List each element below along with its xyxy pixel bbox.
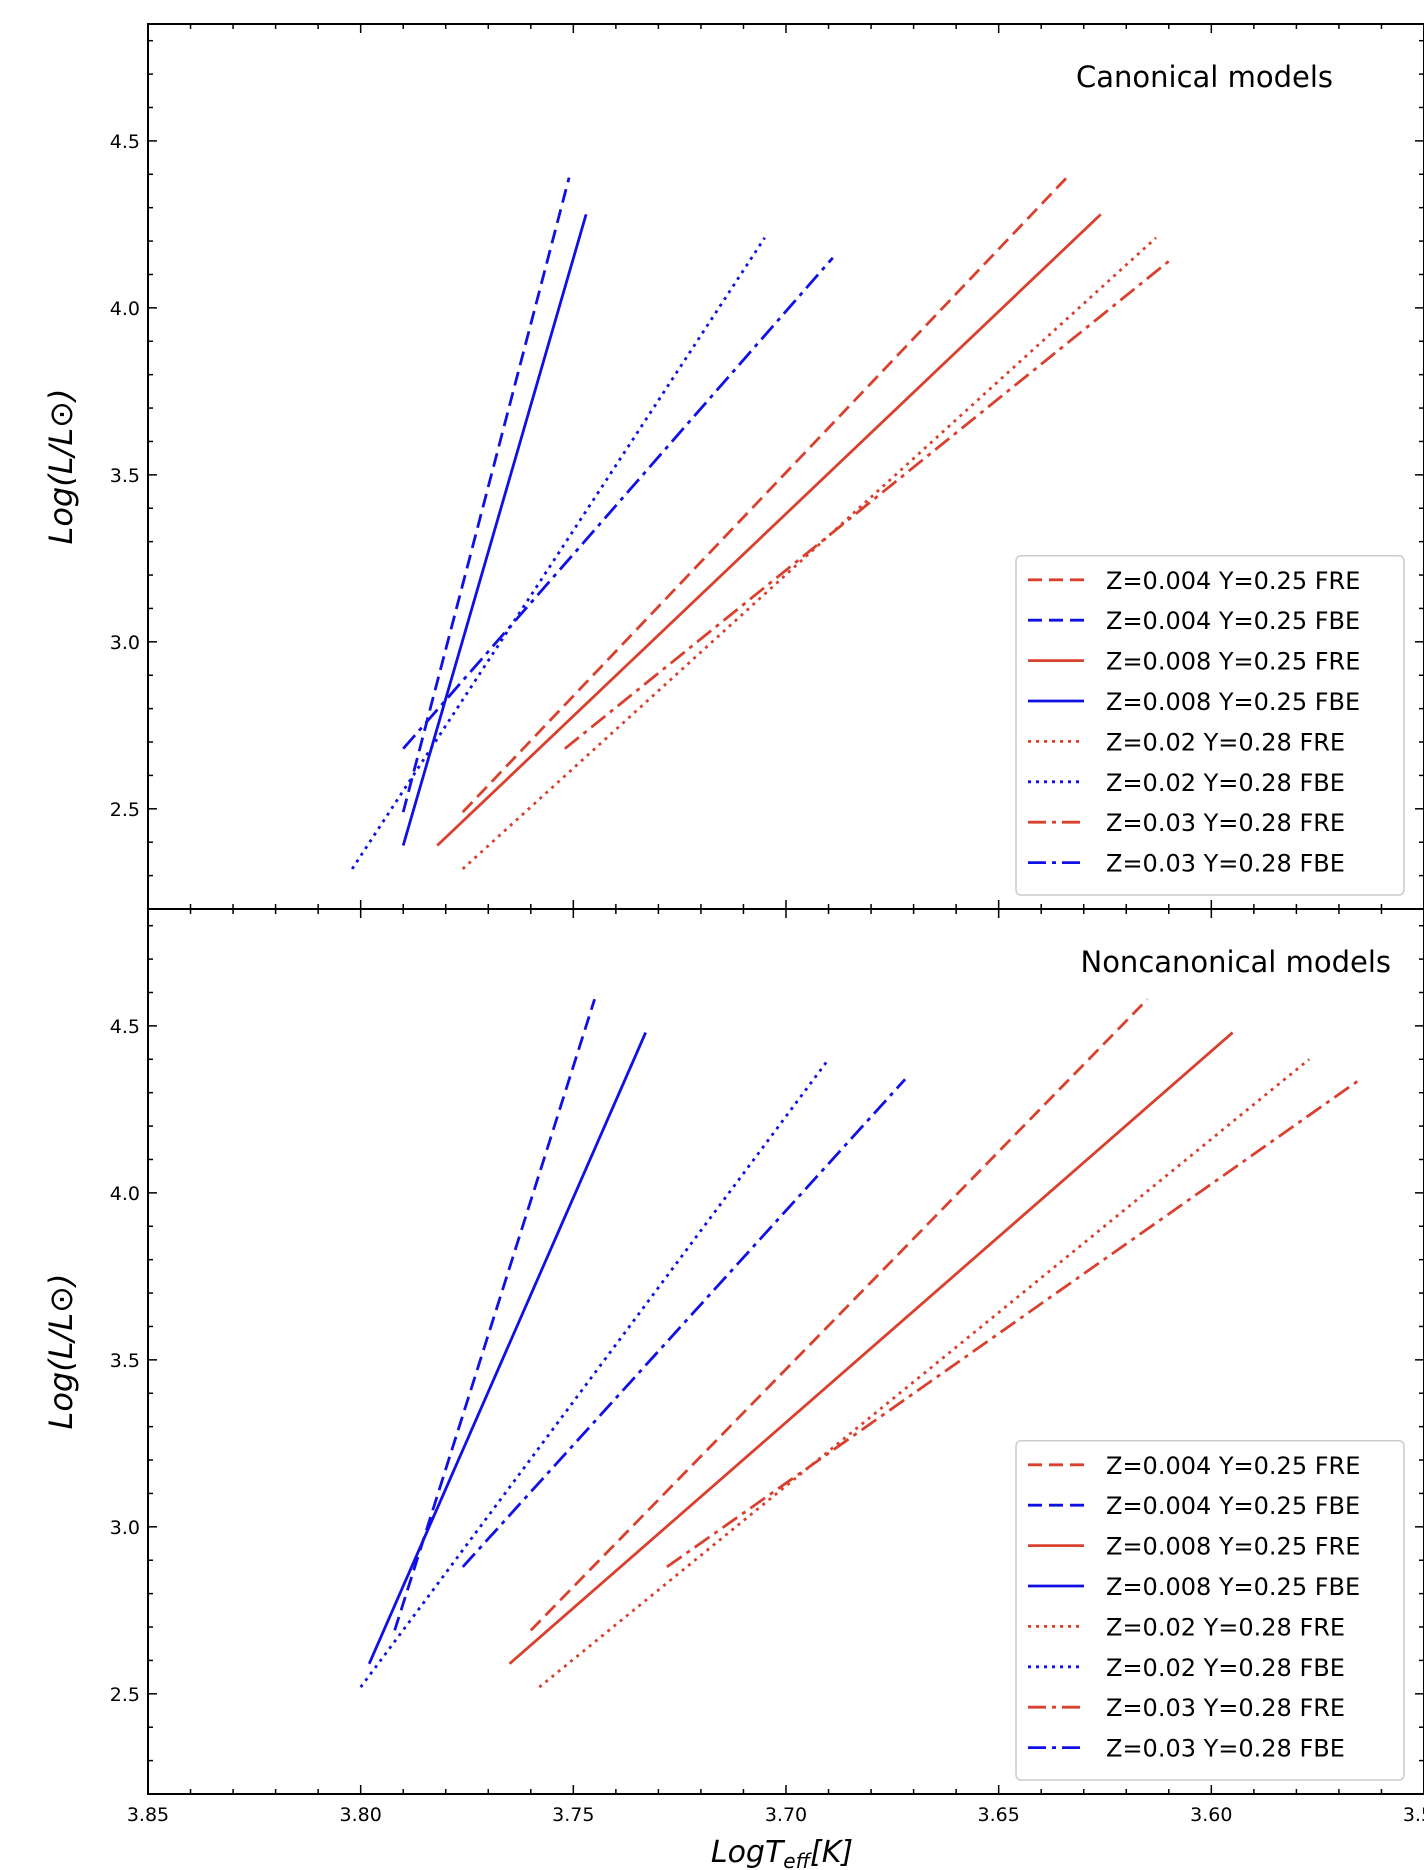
panel-title: Noncanonical models: [1081, 945, 1392, 979]
legend-label: Z=0.02 Y=0.28 FBE: [1106, 1654, 1345, 1682]
series-line: [436, 213, 1102, 847]
series-line: [538, 1058, 1311, 1689]
legend-label: Z=0.004 Y=0.25 FBE: [1106, 1492, 1360, 1520]
series-line: [402, 256, 834, 750]
series-line: [350, 236, 766, 870]
series-line: [563, 256, 1174, 750]
y-tick-label: 4.5: [110, 131, 140, 153]
y-tick-label: 3.0: [110, 1517, 140, 1539]
panel-canonical: 2.5 3.0 3.5 4.0 4.5 Log(L/L⊙) Canonical models…: [42, 23, 1424, 910]
series-line: [393, 998, 596, 1631]
legend-label: Z=0.008 Y=0.25 FRE: [1106, 648, 1360, 676]
y-tick-label: 2.5: [110, 799, 140, 821]
x-tick-label: 3.55: [1403, 1804, 1424, 1826]
legend-label: Z=0.03 Y=0.28 FBE: [1106, 1735, 1345, 1763]
x-axis-label: LogTeff[K]: [711, 1835, 853, 1870]
y-tick-label: 4.5: [110, 1016, 140, 1038]
legend-label: Z=0.008 Y=0.25 FBE: [1106, 688, 1360, 716]
legend-label: Z=0.008 Y=0.25 FBE: [1106, 1573, 1360, 1601]
legend-label: Z=0.02 Y=0.28 FRE: [1106, 728, 1345, 756]
y-tick-label: 3.0: [110, 632, 140, 654]
series-line: [461, 176, 1068, 814]
y-tick-label: 3.5: [110, 465, 140, 487]
x-tick-label: 3.80: [340, 1804, 382, 1826]
series-line: [508, 1031, 1234, 1665]
legend-label: Z=0.004 Y=0.25 FBE: [1106, 607, 1360, 635]
series-line: [367, 1032, 647, 1665]
panel-noncanonical: 2.5 3.0 3.5 4.0 4.5 3.85 3.80 3.75 3.70 3.65 3.60 3…: [42, 908, 1424, 1826]
series-line: [359, 1058, 830, 1688]
y-axis-label: Log(L/L⊙): [42, 1274, 80, 1430]
y-tick-label: 3.5: [110, 1350, 140, 1372]
series-line: [401, 213, 588, 846]
x-tick-label: 3.75: [552, 1804, 594, 1826]
y-tick-label: 4.0: [110, 298, 140, 320]
legend-label: Z=0.02 Y=0.28 FBE: [1106, 769, 1345, 797]
legend-box: [1015, 1440, 1405, 1781]
x-tick-label: 3.70: [765, 1804, 807, 1826]
legend-label: Z=0.03 Y=0.28 FBE: [1106, 850, 1345, 878]
series-line: [401, 177, 571, 813]
legend-label: Z=0.008 Y=0.25 FRE: [1106, 1533, 1360, 1561]
legend-label: Z=0.02 Y=0.28 FRE: [1106, 1613, 1345, 1641]
legend-label: Z=0.03 Y=0.28 FRE: [1106, 1694, 1345, 1722]
y-axis-label: Log(L/L⊙): [42, 389, 80, 545]
x-tick-label: 3.85: [127, 1804, 169, 1826]
x-tick-label: 3.60: [1190, 1804, 1232, 1826]
y-tick-label: 2.5: [110, 1684, 140, 1706]
legend-label: Z=0.03 Y=0.28 FRE: [1106, 809, 1345, 837]
panel-title: Canonical models: [1076, 60, 1333, 94]
y-tick-label: 4.0: [110, 1183, 140, 1205]
legend-label: Z=0.004 Y=0.25 FRE: [1106, 567, 1360, 595]
legend-box: [1015, 555, 1405, 896]
series-line: [666, 1078, 1362, 1569]
series-line: [529, 998, 1149, 1632]
series-line: [461, 1078, 907, 1568]
legend-label: Z=0.004 Y=0.25 FRE: [1106, 1452, 1360, 1480]
x-tick-label: 3.65: [978, 1804, 1020, 1826]
